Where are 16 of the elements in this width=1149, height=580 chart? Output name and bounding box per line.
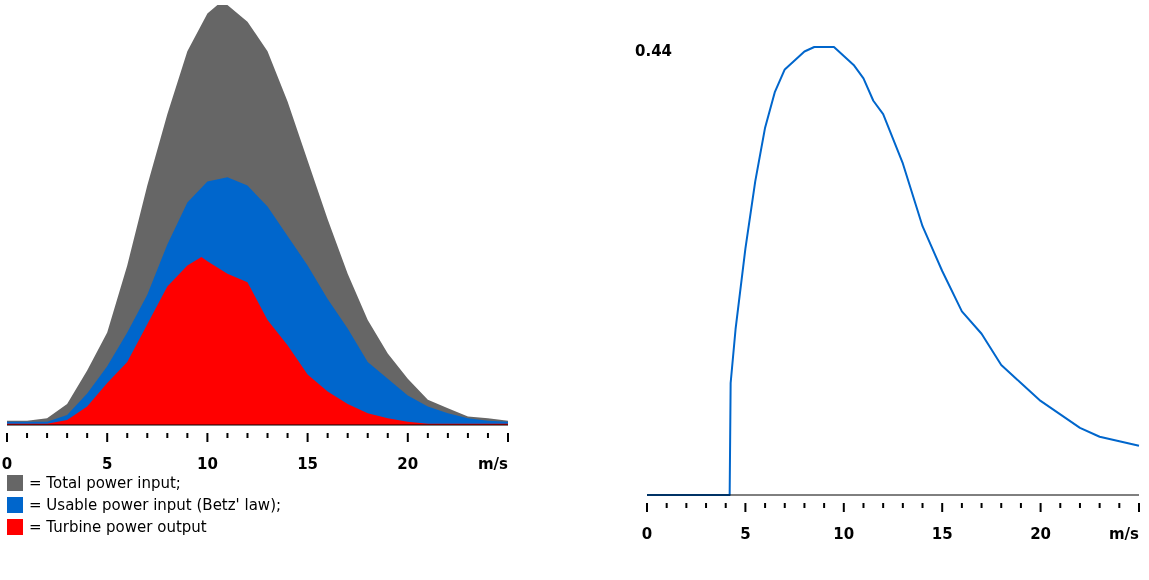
legend-label: = Total power input; [29, 474, 181, 492]
x-tick-label: 5 [101, 455, 113, 473]
legend-label: = Usable power input (Betz' law); [29, 496, 282, 514]
x-tick-label: 20 [397, 455, 419, 473]
x-tick-label: m/s [1108, 525, 1140, 543]
x-tick-label: 10 [833, 525, 855, 543]
annotation: 0.44 [635, 42, 673, 60]
x-tick-label: 0 [641, 525, 653, 543]
x-tick-label: 15 [297, 455, 319, 473]
x-tick-label: 10 [196, 455, 218, 473]
x-tick-label: 15 [931, 525, 953, 543]
x-tick-label: 5 [740, 525, 751, 543]
legend-label: = Turbine power output [29, 518, 207, 536]
x-tick-label: m/s [477, 455, 509, 473]
x-tick-label: 0 [1, 455, 13, 473]
x-tick-label: 20 [1030, 525, 1052, 543]
